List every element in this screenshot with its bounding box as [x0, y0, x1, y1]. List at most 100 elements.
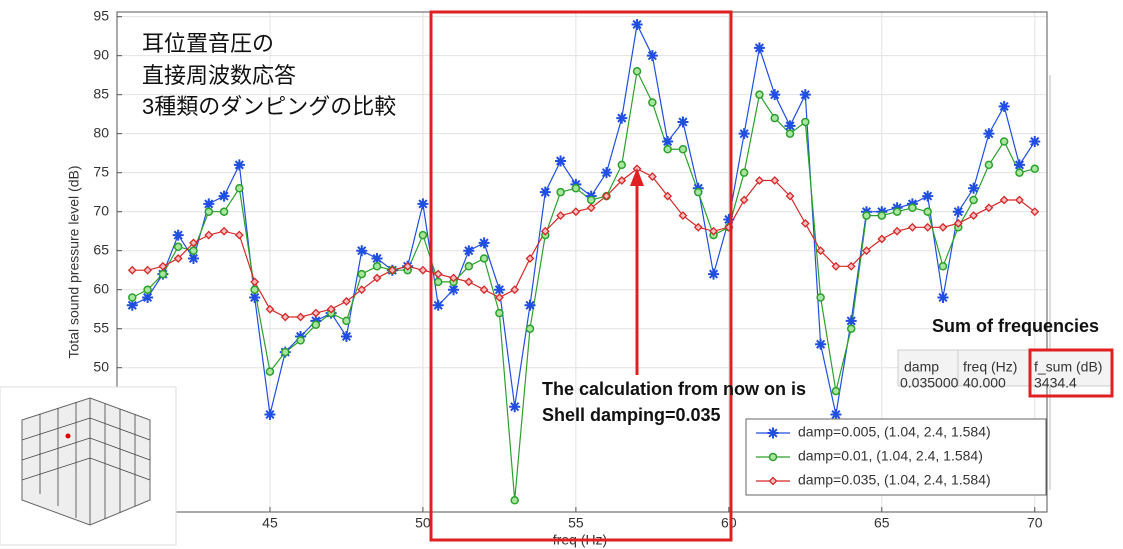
- marker: [159, 271, 166, 278]
- table-header: damp: [904, 359, 939, 375]
- y-tick-label: 80: [93, 124, 109, 140]
- x-tick-label: 50: [415, 515, 431, 531]
- marker: [236, 185, 243, 192]
- marker: [526, 255, 533, 262]
- y-tick-label: 70: [93, 202, 109, 218]
- marker: [634, 68, 641, 75]
- marker: [924, 224, 931, 231]
- marker: [939, 224, 946, 231]
- marker: [754, 42, 765, 53]
- marker: [588, 196, 595, 203]
- marker: [524, 300, 535, 311]
- marker: [924, 208, 931, 215]
- table-header: freq (Hz): [963, 359, 1017, 375]
- marker: [999, 101, 1010, 112]
- marker: [479, 237, 490, 248]
- y-tick-label: 85: [93, 85, 109, 101]
- highlight-box: [431, 12, 731, 540]
- marker: [129, 267, 136, 274]
- marker: [953, 206, 964, 217]
- marker: [756, 91, 763, 98]
- marker: [374, 263, 381, 270]
- table-cell: 3434.4: [1034, 375, 1077, 391]
- marker: [894, 208, 901, 215]
- marker: [909, 224, 916, 231]
- marker: [768, 428, 779, 439]
- marker: [465, 278, 472, 285]
- marker: [939, 263, 946, 270]
- marker: [435, 271, 442, 278]
- marker: [787, 130, 794, 137]
- marker: [647, 50, 658, 61]
- marker: [878, 212, 885, 219]
- marker: [985, 161, 992, 168]
- y-tick-label: 95: [93, 7, 109, 23]
- y-tick-label: 55: [93, 319, 109, 335]
- inset-model: [0, 387, 176, 545]
- y-tick-label: 65: [93, 241, 109, 257]
- marker: [251, 286, 258, 293]
- title-line: 耳位置音圧の: [142, 31, 274, 56]
- title-block: 耳位置音圧の 直接周波数応答 3種類のダンピングの比較: [142, 31, 396, 119]
- marker: [618, 161, 625, 168]
- table-cell: 40.000: [963, 375, 1006, 391]
- marker: [985, 204, 992, 211]
- x-tick-label: 70: [1027, 515, 1043, 531]
- marker: [526, 325, 533, 332]
- marker: [695, 189, 702, 196]
- annotation: The calculation from now on is: [542, 379, 806, 399]
- marker: [863, 212, 870, 219]
- marker: [909, 204, 916, 211]
- marker: [802, 220, 809, 227]
- marker: [664, 146, 671, 153]
- marker: [970, 196, 977, 203]
- x-tick-label: 65: [874, 515, 890, 531]
- legend-label: damp=0.035, (1.04, 2.4, 1.584): [798, 472, 991, 488]
- marker: [266, 368, 273, 375]
- legend-label: damp=0.005, (1.04, 2.4, 1.584): [798, 424, 991, 440]
- marker: [509, 401, 520, 412]
- marker: [802, 118, 809, 125]
- marker: [205, 232, 212, 239]
- annotation: Shell damping=0.035: [542, 405, 721, 425]
- title-line: 直接周波数応答: [142, 63, 296, 88]
- marker: [419, 267, 426, 274]
- marker: [848, 325, 855, 332]
- marker: [282, 313, 289, 320]
- marker: [144, 267, 151, 274]
- marker: [769, 89, 780, 100]
- marker: [419, 232, 426, 239]
- marker: [341, 331, 352, 342]
- inset-point: [66, 434, 71, 439]
- summary-table: damp freq (Hz) f_sum (dB) 0.035000 40.00…: [898, 350, 1112, 396]
- y-tick-label: 50: [93, 358, 109, 374]
- marker: [282, 349, 289, 356]
- table-cell: 0.035000: [900, 375, 959, 391]
- marker: [677, 116, 688, 127]
- legend-label: damp=0.01, (1.04, 2.4, 1.584): [798, 448, 983, 464]
- marker: [496, 294, 503, 301]
- marker: [511, 286, 518, 293]
- marker: [557, 189, 564, 196]
- marker: [175, 243, 182, 250]
- y-tick-label: 90: [93, 46, 109, 62]
- y-tick-label: 75: [93, 163, 109, 179]
- marker: [465, 263, 472, 270]
- marker: [356, 245, 367, 256]
- marker: [649, 99, 656, 106]
- marker: [190, 247, 197, 254]
- marker: [894, 228, 901, 235]
- x-tick-label: 45: [262, 515, 278, 531]
- x-tick-label: 60: [721, 515, 737, 531]
- marker: [937, 292, 948, 303]
- marker: [922, 191, 933, 202]
- y-axis-label: Total sound pressure level (dB): [66, 166, 82, 359]
- marker: [481, 286, 488, 293]
- marker: [297, 313, 304, 320]
- marker: [817, 294, 824, 301]
- marker: [343, 317, 350, 324]
- marker: [739, 128, 750, 139]
- marker: [832, 388, 839, 395]
- marker: [417, 198, 428, 209]
- marker: [496, 310, 503, 317]
